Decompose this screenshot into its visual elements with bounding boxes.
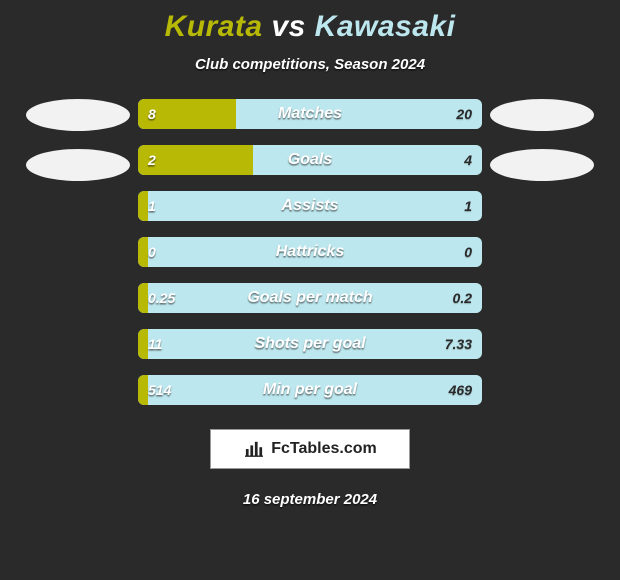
stat-row: 2Goals4 [138, 145, 482, 175]
stat-row: 8Matches20 [138, 99, 482, 129]
stat-right-value: 1 [464, 191, 472, 221]
player1-avatar-placeholder [26, 99, 130, 131]
stat-right-value: 7.33 [445, 329, 472, 359]
stat-right-value: 4 [464, 145, 472, 175]
player1-name: Kurata [165, 10, 263, 43]
player2-name: Kawasaki [315, 10, 456, 43]
stat-right-value: 20 [456, 99, 472, 129]
stat-label: Goals [138, 145, 482, 175]
comparison-title: Kurata vs Kawasaki [165, 10, 456, 44]
stat-label: Shots per goal [138, 329, 482, 359]
source-logo-text: FcTables.com [271, 440, 377, 458]
stat-label: Assists [138, 191, 482, 221]
stat-label: Min per goal [138, 375, 482, 405]
player2-club-placeholder [490, 149, 594, 181]
stat-row: 11Shots per goal7.33 [138, 329, 482, 359]
player2-avatar-placeholder [490, 99, 594, 131]
stat-row: 0Hattricks0 [138, 237, 482, 267]
stat-right-value: 469 [449, 375, 472, 405]
stat-bars: 8Matches20 2Goals4 1Assists1 0Hattricks0 0.2… [138, 99, 482, 421]
player2-avatar-column [482, 99, 602, 181]
bar-chart-icon [243, 440, 265, 458]
player1-avatar-column [18, 99, 138, 181]
date-text: 16 september 2024 [243, 491, 377, 508]
vs-text: vs [271, 10, 305, 43]
stat-label: Matches [138, 99, 482, 129]
stat-right-value: 0 [464, 237, 472, 267]
stat-label: Goals per match [138, 283, 482, 313]
stat-row: 514Min per goal469 [138, 375, 482, 405]
source-logo[interactable]: FcTables.com [210, 429, 410, 469]
stat-row: 1Assists1 [138, 191, 482, 221]
stat-row: 0.25Goals per match0.2 [138, 283, 482, 313]
stat-right-value: 0.2 [453, 283, 472, 313]
stat-label: Hattricks [138, 237, 482, 267]
player1-club-placeholder [26, 149, 130, 181]
subtitle: Club competitions, Season 2024 [195, 56, 425, 73]
